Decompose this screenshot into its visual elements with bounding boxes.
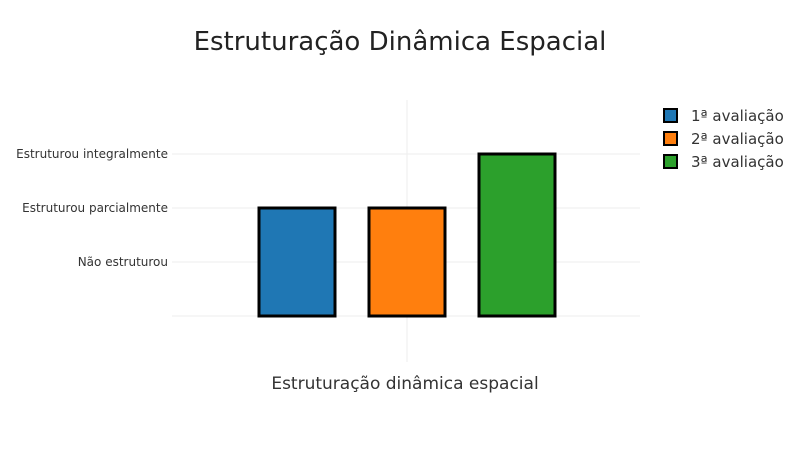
y-tick-label-2: Estruturou parcialmente <box>22 201 168 215</box>
legend-label-2[interactable]: 2ª avaliação <box>691 130 784 148</box>
bar-1[interactable] <box>257 206 337 318</box>
x-axis-label: Estruturação dinâmica espacial <box>271 374 538 394</box>
y-tick-label-1: Não estruturou <box>78 255 168 269</box>
y-axis-ticks: Não estruturou Estruturou parcialmente Est… <box>16 147 168 269</box>
bar-3[interactable] <box>477 152 557 318</box>
legend-label-1[interactable]: 1ª avaliação <box>691 107 784 125</box>
legend-swatch-2[interactable] <box>663 131 678 146</box>
legend-label-3[interactable]: 3ª avaliação <box>691 153 784 171</box>
legend-swatch-1[interactable] <box>663 108 678 123</box>
bars-layer <box>257 152 557 318</box>
legend[interactable]: 1ª avaliação 2ª avaliação 3ª avaliação <box>663 107 784 171</box>
y-tick-label-3: Estruturou integralmente <box>16 147 168 161</box>
bar-2[interactable] <box>367 206 447 318</box>
legend-swatch-3[interactable] <box>663 154 678 169</box>
chart-title: Estruturação Dinâmica Espacial <box>194 27 607 57</box>
